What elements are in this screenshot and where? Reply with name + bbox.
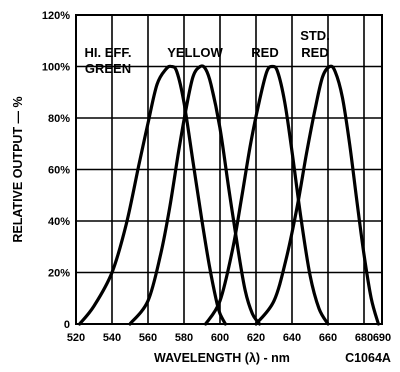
y-tick-label: 80% (48, 113, 70, 125)
series-curve-hi-eff-green (78, 64, 227, 326)
x-tick-label: 580 (175, 332, 193, 344)
y-tick-label: 60% (48, 165, 70, 177)
x-axis-label: WAVELENGTH (λ) - nm (154, 351, 290, 365)
y-tick-label: 120% (42, 10, 70, 22)
y-tick-label: 0 (64, 319, 70, 331)
x-tick-label: 600 (211, 332, 229, 344)
series-labels: HI. EFF. GREEN YELLOW RED STD. RED (85, 28, 330, 76)
x-tick-label: 680 (355, 332, 373, 344)
figure-code: C1064A (345, 351, 391, 365)
series-label-hi-eff-green: HI. EFF. GREEN (85, 45, 132, 76)
x-tick-label: 690 (373, 332, 391, 344)
x-tick-labels: 520 540 560 580 600 620 640 660 680 690 (67, 332, 391, 344)
series-curve-red (204, 64, 330, 326)
x-tick-label: 660 (319, 332, 337, 344)
x-tick-label: 560 (139, 332, 157, 344)
y-tick-labels: 0 20% 40% 60% 80% 100% 120% (42, 10, 70, 331)
series-label-yellow: YELLOW (167, 45, 223, 60)
x-tick-label: 520 (67, 332, 85, 344)
series-label-std-red: STD. RED (300, 28, 330, 60)
plot-frame (75, 14, 383, 325)
x-tick-label: 640 (283, 332, 301, 344)
x-tick-label: 620 (247, 332, 265, 344)
y-tick-label: 40% (48, 216, 70, 228)
y-axis-label: RELATIVE OUTPUT — % (11, 96, 25, 242)
y-tick-label: 20% (48, 268, 70, 280)
series-curve-yellow (128, 64, 262, 326)
x-tick-label: 540 (103, 332, 121, 344)
y-tick-label: 100% (42, 62, 70, 74)
series-curve-std-red (254, 64, 380, 326)
series-label-red: RED (251, 45, 278, 60)
series-curves (78, 64, 380, 326)
